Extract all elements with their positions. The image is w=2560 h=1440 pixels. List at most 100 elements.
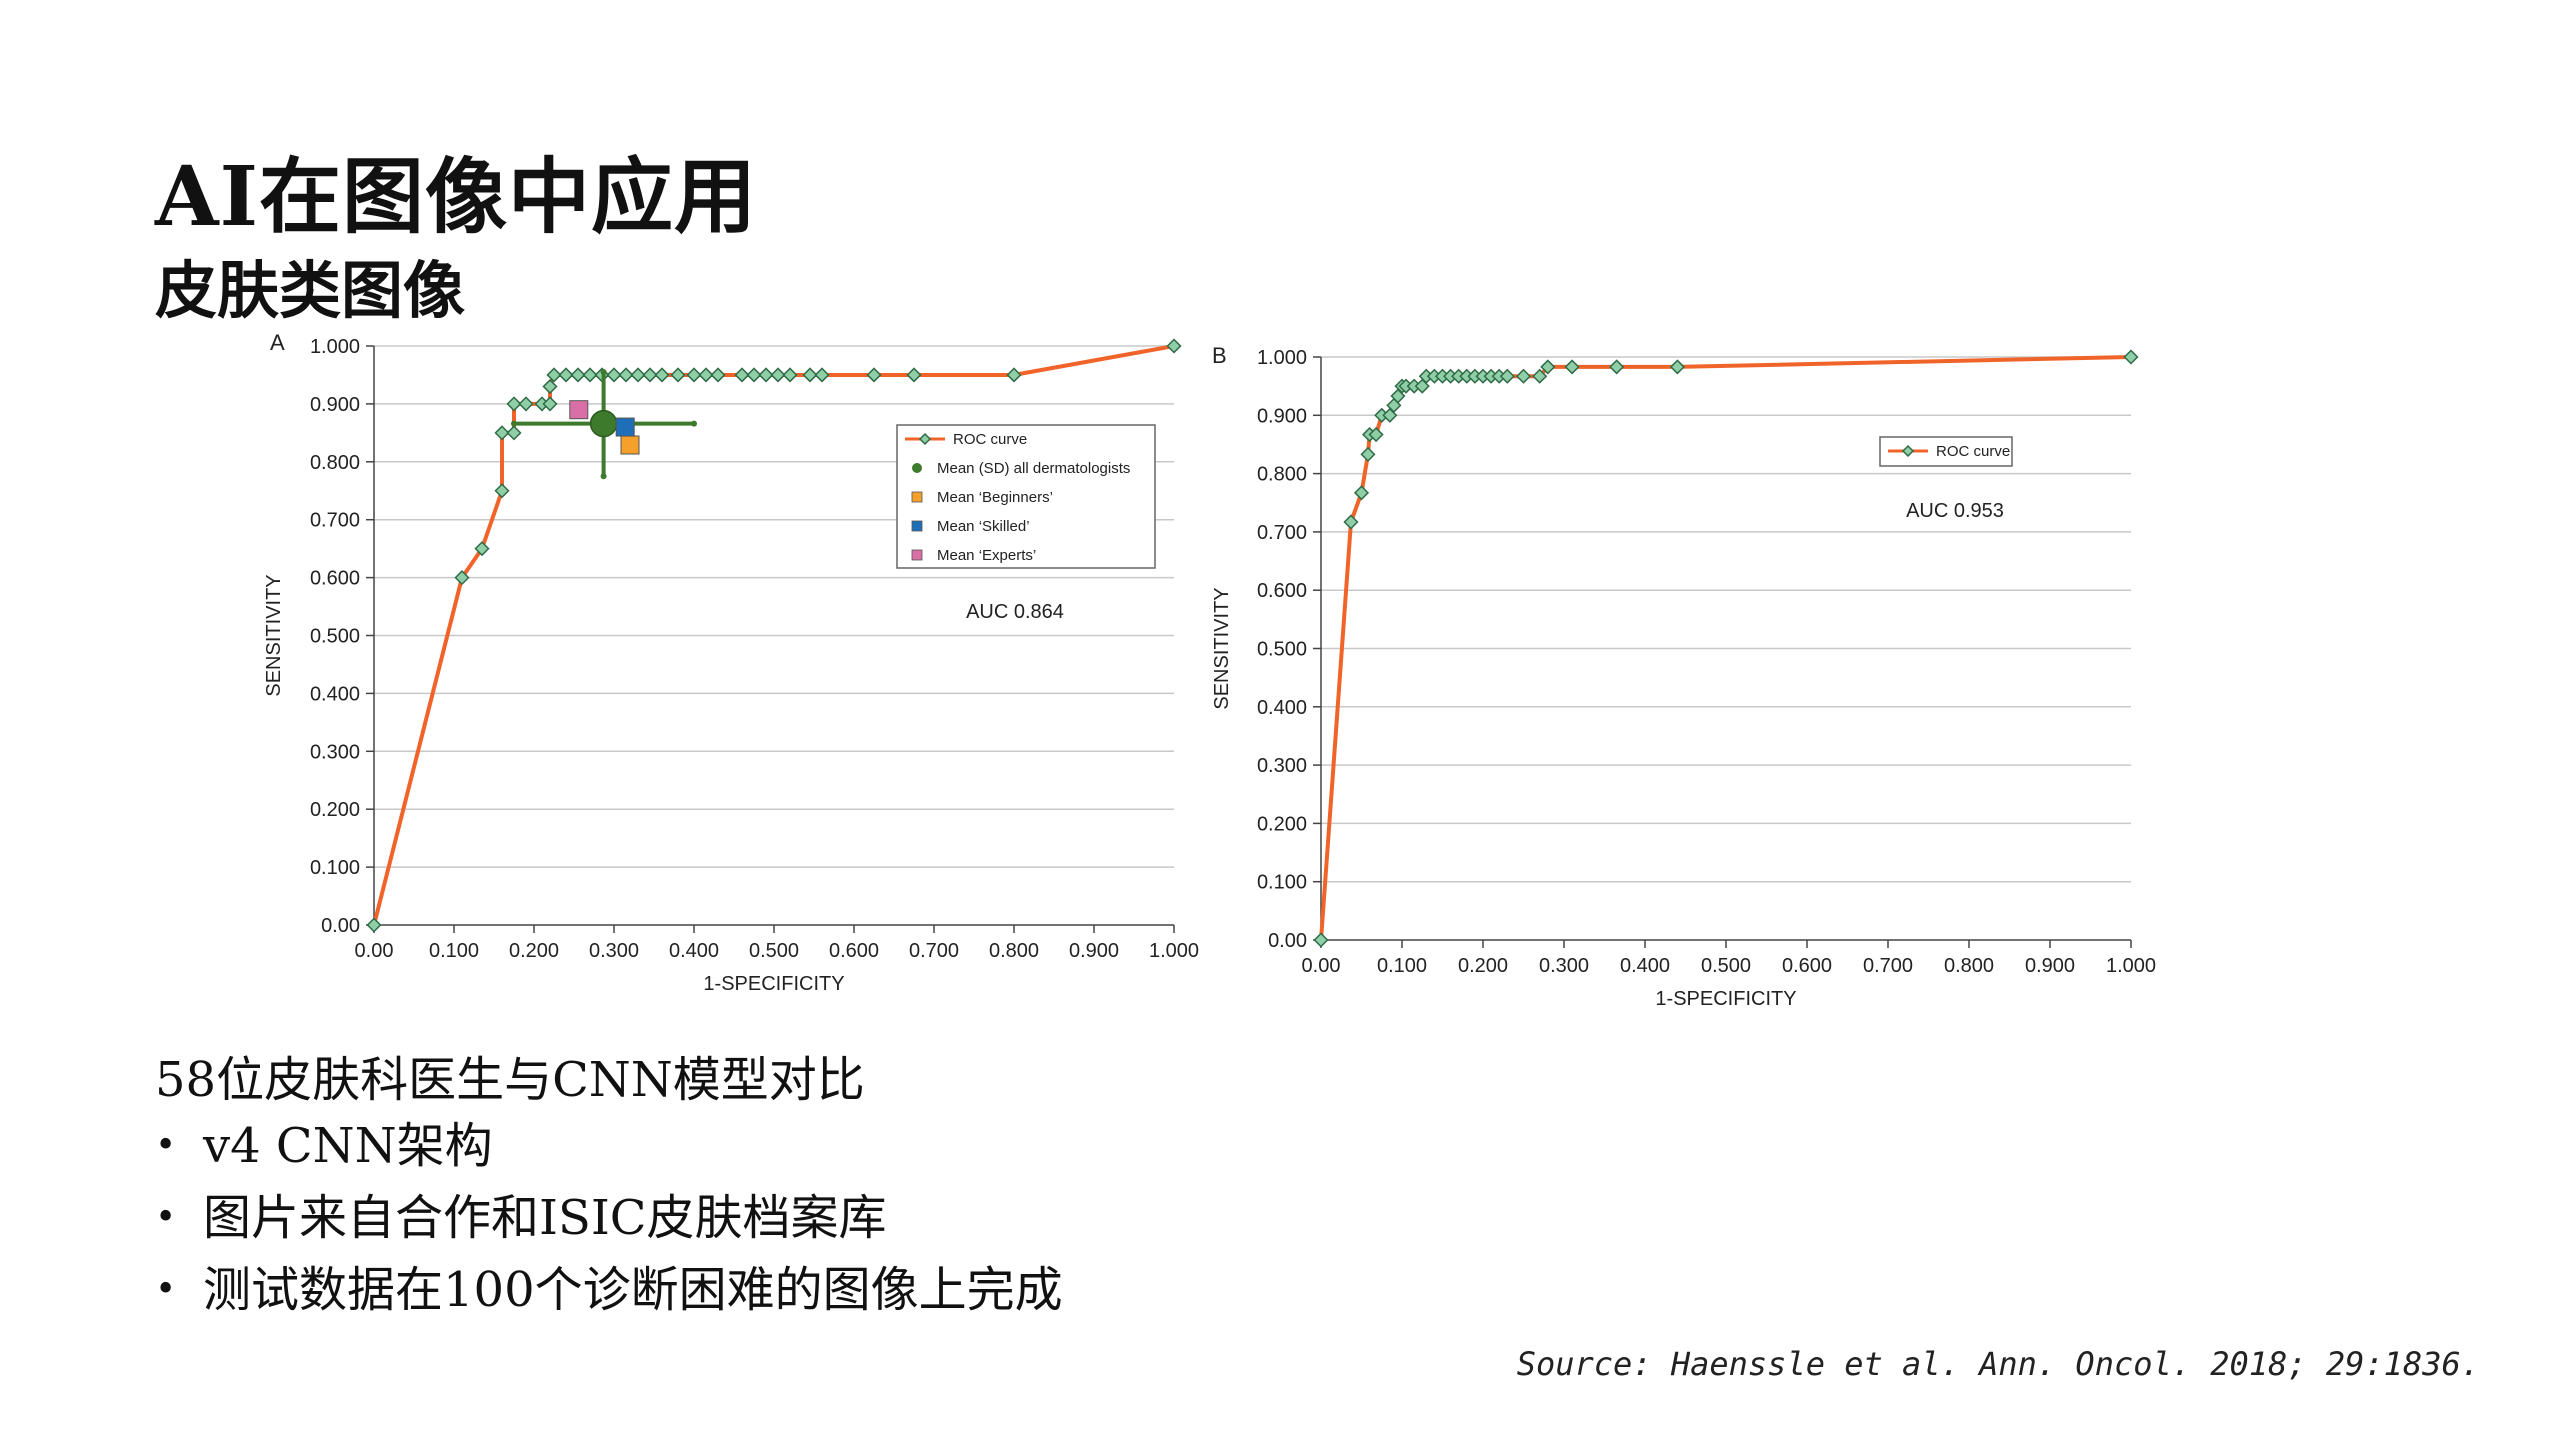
roc-point: [802, 367, 818, 383]
legend-box: [896, 424, 1156, 569]
y-axis-title: SENSITIVITY: [263, 574, 285, 696]
error-bar-cap: [600, 369, 607, 376]
y-tick-label: 0.100: [310, 857, 360, 879]
roc-point: [670, 367, 686, 383]
roc-point: [1343, 514, 1359, 530]
roc-point: [1353, 485, 1370, 501]
roc-point: [1609, 359, 1625, 375]
roc-point: [746, 367, 762, 383]
auc-annotation: AUC 0.953: [1906, 500, 2004, 522]
legend-label: Mean ‘Skilled’: [937, 518, 1030, 535]
x-tick-label: 0.100: [1377, 955, 1427, 977]
legend-label: ROC curve: [1936, 443, 2010, 460]
x-tick-label: 0.600: [829, 940, 879, 962]
x-tick-label: 0.800: [1944, 955, 1994, 977]
y-tick-label: 0.500: [1257, 639, 1307, 661]
y-tick-label: 1.000: [1257, 347, 1307, 369]
x-tick-label: 0.700: [909, 940, 959, 962]
roc-point: [698, 367, 714, 383]
legend-label: Mean ‘Experts’: [937, 547, 1036, 564]
roc-point: [710, 367, 726, 383]
roc-point: [906, 367, 922, 383]
y-tick-label: 1.000: [310, 336, 360, 358]
roc-point: [570, 367, 586, 383]
y-tick-label: 0.800: [1257, 464, 1307, 486]
legend-diamond-swatch: [918, 432, 932, 446]
x-axis-title: 1-SPECIFICITY: [703, 973, 844, 995]
legend-box: [1879, 436, 2013, 467]
roc-point: [1499, 368, 1515, 384]
legend-label: Mean ‘Beginners’: [937, 489, 1053, 506]
roc-point: [654, 367, 670, 383]
bullet-item: • 测试数据在100个诊断困难的图像上完成: [155, 1254, 1063, 1326]
x-tick-label: 0.500: [749, 940, 799, 962]
roc-point: [758, 367, 774, 383]
panel-letter: A: [270, 330, 285, 355]
x-tick-label: 0.00: [355, 940, 394, 962]
legend-diamond-swatch: [1901, 444, 1915, 458]
roc-point: [1669, 359, 1685, 375]
y-tick-label: 0.00: [321, 915, 360, 937]
roc-point: [506, 396, 522, 412]
roc-point: [558, 367, 574, 383]
x-tick-label: 0.400: [669, 940, 719, 962]
x-tick-label: 0.400: [1620, 955, 1670, 977]
x-tick-label: 1.000: [1149, 940, 1199, 962]
source-citation: Source: Haenssle et al. Ann. Oncol. 2018…: [1516, 1345, 2480, 1383]
slide-subtitle: 皮肤类图像: [155, 254, 466, 327]
y-tick-label: 0.600: [1257, 580, 1307, 602]
mean-experts-point: [569, 400, 589, 420]
y-tick-label: 0.300: [310, 741, 360, 763]
bullet-dot-icon: •: [155, 1125, 177, 1166]
x-tick-label: 0.100: [429, 940, 479, 962]
x-tick-label: 0.600: [1782, 955, 1832, 977]
legend-swatch: [911, 549, 923, 561]
bullet-list: • v4 CNN架构 • 图片来自合作和ISIC皮肤档案库 • 测试数据在100个诊断…: [155, 1110, 1063, 1326]
y-tick-label: 0.300: [1257, 755, 1307, 777]
roc-point: [542, 396, 558, 412]
panel-letter: B: [1212, 343, 1227, 368]
roc-point: [542, 378, 558, 395]
y-tick-label: 0.200: [1257, 813, 1307, 835]
roc-point: [630, 367, 646, 383]
x-tick-label: 0.900: [2025, 955, 2075, 977]
roc-point: [494, 425, 510, 441]
x-tick-label: 0.300: [1539, 955, 1589, 977]
roc-point: [454, 570, 470, 586]
lead-text: 58位皮肤科医生与CNN模型对比: [155, 1052, 865, 1108]
roc-point: [734, 367, 750, 383]
y-tick-label: 0.700: [1257, 522, 1307, 544]
roc-point: [494, 483, 510, 499]
legend-swatch: [911, 491, 923, 503]
roc-point: [686, 367, 702, 383]
y-axis-title: SENSITIVITY: [1211, 587, 1233, 709]
y-tick-label: 0.100: [1257, 872, 1307, 894]
y-tick-label: 0.400: [1257, 697, 1307, 719]
roc-point: [1313, 932, 1329, 948]
bullet-text: 图片来自合作和ISIC皮肤档案库: [203, 1190, 887, 1246]
roc-point: [1532, 368, 1548, 384]
error-bar-cap: [600, 473, 607, 480]
y-tick-label: 0.700: [310, 510, 360, 532]
roc-point: [606, 367, 622, 383]
x-tick-label: 0.300: [589, 940, 639, 962]
roc-point: [546, 367, 562, 383]
legend-swatch: [912, 463, 922, 473]
x-tick-label: 0.200: [509, 940, 559, 962]
roc-point: [582, 367, 598, 383]
roc-point: [866, 367, 882, 383]
y-tick-label: 0.600: [310, 568, 360, 590]
bullet-item: • 图片来自合作和ISIC皮肤档案库: [155, 1182, 1063, 1254]
roc-point: [1166, 338, 1182, 354]
bullet-dot-icon: •: [155, 1197, 177, 1238]
mean-all-dermatologists-point: [589, 409, 618, 438]
y-tick-label: 0.900: [310, 394, 360, 416]
y-tick-label: 0.900: [1257, 405, 1307, 427]
bullet-text: v4 CNN架构: [203, 1118, 493, 1174]
slide-title: AI在图像中应用: [155, 149, 757, 245]
legend-label: ROC curve: [953, 431, 1027, 448]
roc-point: [506, 425, 522, 441]
legend-swatch: [911, 520, 923, 532]
y-tick-label: 0.500: [310, 626, 360, 648]
mean-beginners-point: [620, 435, 640, 455]
